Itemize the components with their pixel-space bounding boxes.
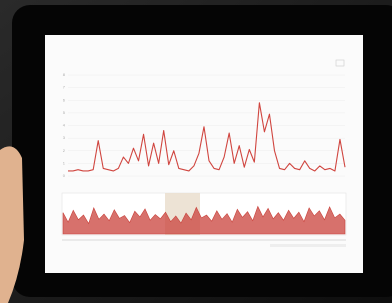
photo: 012345678 xyxy=(0,0,392,303)
tablet-screen xyxy=(45,35,363,273)
footer-links xyxy=(270,244,346,247)
